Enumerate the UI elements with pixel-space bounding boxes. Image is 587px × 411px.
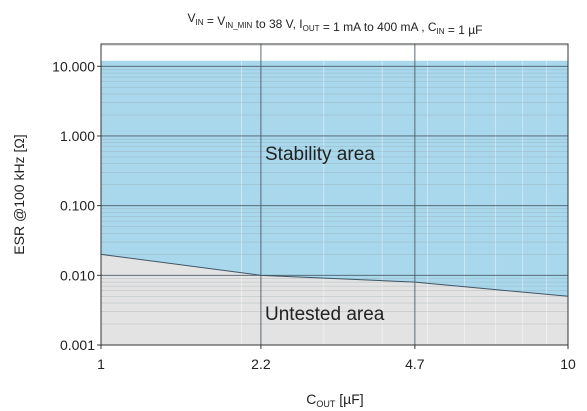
title-part: = 1 mA to 400 mA , C (319, 20, 436, 34)
title-part: = V (204, 14, 226, 28)
x-tick-label: 4.7 (405, 356, 425, 372)
plot-area: 0.001 0.010 0.100 1.000 10.000 1 2.2 4.7 10 Stabi… (52, 43, 576, 372)
stability-region (101, 60, 568, 297)
boundary-line (100, 253, 569, 297)
y-tick-label: 10.000 (52, 58, 95, 74)
y-tick-label: 0.100 (60, 198, 95, 214)
y-axis-label: ESR @100 kHz [Ω] (11, 134, 27, 254)
title-part: = 1 µF (445, 23, 483, 37)
title-subscript: IN_MIN (225, 21, 252, 30)
untested-region (101, 254, 568, 345)
y-tick-label: 0.001 (60, 337, 95, 353)
title-part: to 38 V, I (252, 17, 302, 31)
title-subscript: OUT (303, 24, 320, 33)
stability-area-label: Stability area (265, 144, 375, 165)
y-tick-label: 0.010 (60, 267, 95, 283)
untested-area-label: Untested area (265, 304, 385, 325)
chart-title: VIN = VIN_MIN to 38 V, IOUT = 1 mA to 40… (188, 11, 483, 37)
x-axis-label: COUT [µF] (306, 391, 363, 409)
title-subscript: IN (196, 18, 204, 27)
minor-grid (101, 44, 568, 345)
title-subscript: IN (437, 27, 445, 36)
x-tick-label: 2.2 (251, 356, 271, 372)
y-tick-label: 1.000 (60, 128, 95, 144)
plot-frame (100, 43, 569, 346)
x-tick-label: 1 (97, 356, 105, 372)
title-part: V (188, 11, 196, 25)
x-tick-label: 10 (560, 356, 576, 372)
